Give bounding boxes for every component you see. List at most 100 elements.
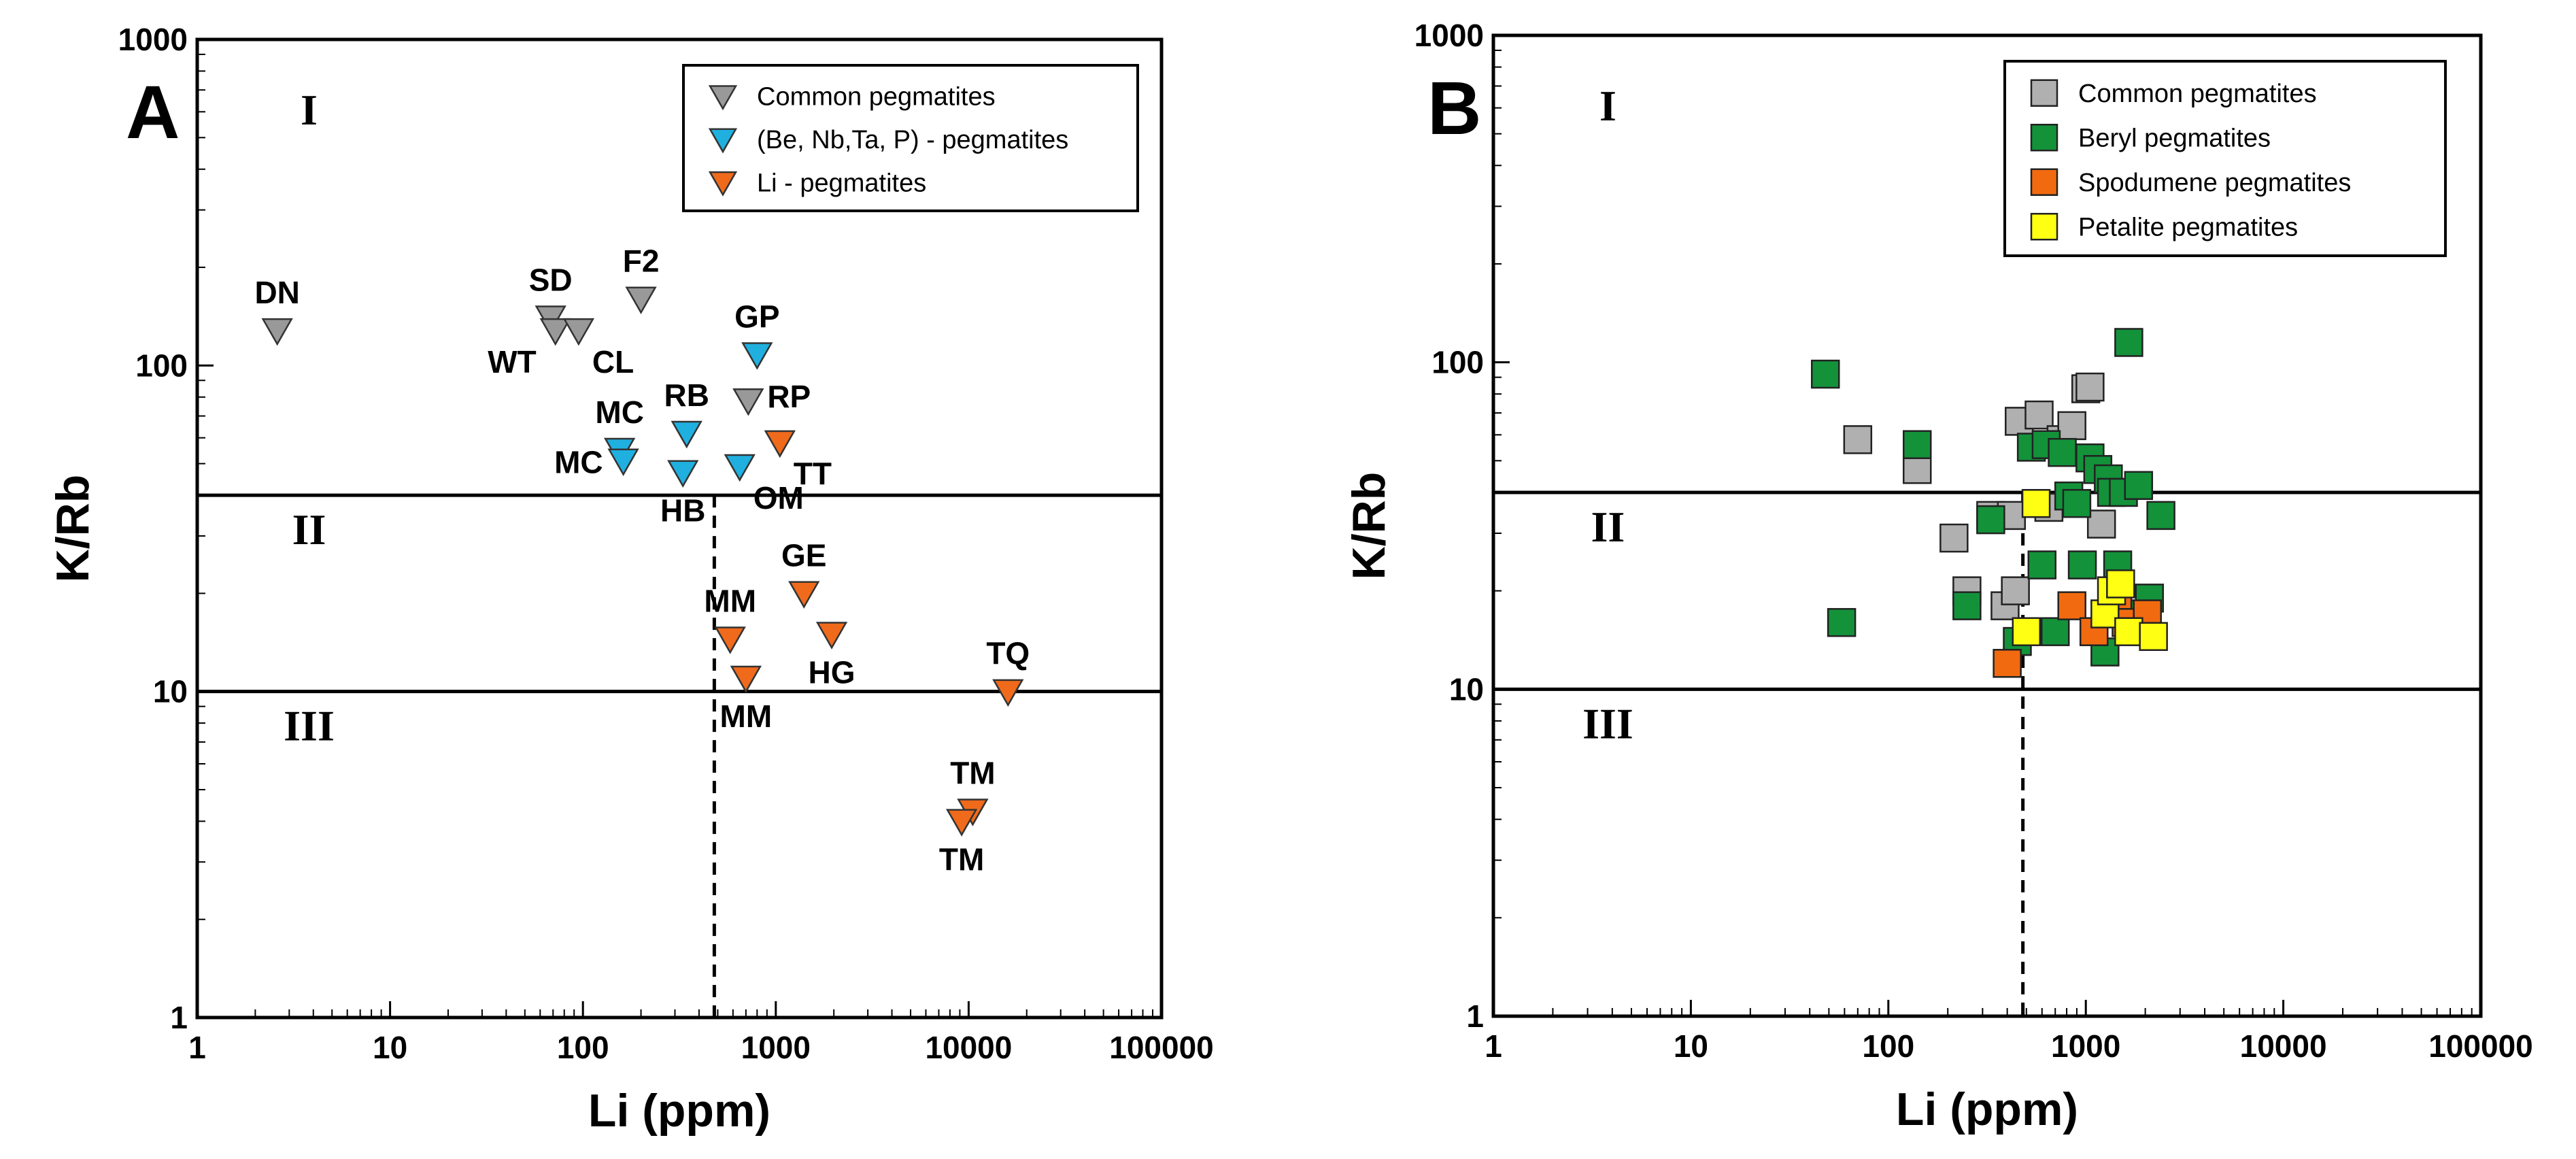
legend-box bbox=[682, 64, 1139, 212]
point-label: WT bbox=[488, 344, 537, 380]
point-petalite bbox=[2106, 569, 2135, 599]
point-label: HG bbox=[809, 654, 855, 690]
point-label: SD bbox=[529, 262, 573, 297]
point-common bbox=[539, 318, 571, 346]
point-common_sq bbox=[1939, 523, 1969, 553]
legend-marker-spodumene bbox=[2030, 168, 2058, 196]
point-label: F2 bbox=[623, 243, 660, 278]
point-label: DN bbox=[254, 275, 299, 310]
point-petalite bbox=[2021, 488, 2051, 518]
legend-marker-common_sq bbox=[2030, 79, 2058, 107]
y-tick-label: 1 bbox=[1466, 998, 1484, 1034]
point-common_sq bbox=[2075, 372, 2105, 402]
y-axis-label: K/Rb bbox=[1343, 472, 1395, 580]
point-rare_metal bbox=[607, 448, 639, 476]
x-axis-label: Li (ppm) bbox=[588, 1085, 770, 1137]
point-beryl bbox=[2062, 488, 2092, 518]
point-label: GP bbox=[734, 299, 779, 334]
legend: Common pegmatites (Be, Nb,Ta, P) - pegmat… bbox=[682, 64, 1139, 212]
point-li bbox=[730, 665, 762, 694]
point-petalite bbox=[2114, 617, 2143, 646]
point-common_sq bbox=[2001, 576, 2030, 605]
legend-marker-beryl bbox=[2030, 124, 2058, 152]
point-common_sq bbox=[1843, 425, 1873, 454]
point-beryl bbox=[2067, 550, 2097, 580]
zone-label-2: II bbox=[1591, 503, 1625, 551]
x-tick-label: 1 bbox=[188, 1030, 206, 1065]
y-tick-label: 100 bbox=[1431, 345, 1484, 380]
zone-label-1: I bbox=[1599, 82, 1616, 130]
panel-b: 1 10 100 1000 10000 1000001101001000IIIIIIBLi… bbox=[1343, 18, 2533, 1135]
point-rare_metal bbox=[724, 454, 756, 482]
point-common bbox=[562, 318, 595, 346]
x-tick-label: 10 bbox=[373, 1030, 407, 1065]
zone-label-1: I bbox=[301, 86, 318, 134]
point-common_sq bbox=[2057, 411, 2086, 441]
point-label: MC bbox=[554, 445, 603, 480]
point-rare_metal bbox=[671, 420, 702, 449]
point-label: HB bbox=[660, 493, 705, 528]
x-tick-label: 100000 bbox=[2428, 1028, 2533, 1064]
x-tick-label: 10000 bbox=[925, 1030, 1012, 1065]
point-beryl bbox=[2114, 328, 2143, 357]
point-petalite bbox=[2012, 617, 2041, 646]
legend-label: Beryl pegmatites bbox=[2078, 124, 2271, 152]
zone-label-2: II bbox=[292, 505, 326, 554]
legend-label: Spodumene pegmatites bbox=[2078, 169, 2351, 197]
point-common bbox=[625, 286, 657, 314]
point-label: MM bbox=[720, 699, 773, 734]
point-common bbox=[261, 318, 293, 346]
point-label: TM bbox=[939, 841, 984, 877]
point-label: RP bbox=[767, 379, 811, 414]
point-beryl bbox=[2146, 501, 2175, 531]
x-tick-label: 1000 bbox=[741, 1030, 811, 1065]
point-li bbox=[945, 809, 978, 837]
point-common_sq bbox=[2024, 400, 2054, 430]
legend-marker-rare_metal bbox=[708, 128, 738, 154]
plot-frame bbox=[1491, 33, 2483, 1018]
point-li bbox=[788, 581, 820, 609]
zone-label-3: III bbox=[284, 702, 335, 750]
panel-letter: B bbox=[1427, 67, 1481, 150]
y-tick-label: 10 bbox=[1449, 671, 1484, 707]
x-tick-label: 10000 bbox=[2240, 1028, 2327, 1064]
legend-label: Common pegmatites bbox=[2078, 80, 2317, 108]
panel-letter: A bbox=[126, 71, 180, 154]
point-beryl bbox=[2124, 471, 2154, 501]
x-tick-label: 10 bbox=[1674, 1028, 1708, 1064]
point-petalite bbox=[2139, 622, 2168, 652]
point-common_sq bbox=[1902, 455, 1932, 484]
point-label: TT bbox=[794, 456, 832, 492]
point-li bbox=[992, 679, 1024, 707]
x-tick-label: 100000 bbox=[1109, 1030, 1214, 1065]
legend-marker-common bbox=[708, 85, 738, 111]
point-label: GE bbox=[781, 537, 826, 573]
x-tick-label: 1000 bbox=[2051, 1028, 2120, 1064]
point-rare_metal bbox=[741, 342, 773, 370]
legend-label: Common pegmatites bbox=[757, 83, 996, 112]
point-label: TM bbox=[950, 755, 995, 790]
point-label: CL bbox=[592, 344, 634, 380]
legend-label: Petalite pegmatites bbox=[2078, 213, 2298, 241]
point-spodumene bbox=[1993, 649, 2022, 678]
panel-a: 1 10 100 1000 10000 1000001101001000IIIIIIALi… bbox=[47, 22, 1214, 1137]
y-axis-label: K/Rb bbox=[47, 475, 99, 583]
point-label: TQ bbox=[986, 636, 1030, 671]
point-label: MM bbox=[704, 583, 756, 618]
legend-marker-petalite bbox=[2030, 213, 2058, 241]
legend-marker-li bbox=[708, 171, 738, 197]
y-tick-label: 1 bbox=[170, 1000, 188, 1035]
point-li bbox=[714, 626, 746, 654]
point-li bbox=[764, 430, 796, 458]
legend-label: (Be, Nb,Ta, P) - pegmatites bbox=[757, 126, 1068, 154]
point-beryl bbox=[1976, 505, 2005, 535]
point-label: OM bbox=[753, 480, 804, 516]
y-tick-label: 10 bbox=[153, 674, 188, 709]
plot-frame bbox=[195, 37, 1164, 1020]
x-axis-label: Li (ppm) bbox=[1896, 1084, 2078, 1135]
x-tick-label: 100 bbox=[1862, 1028, 1914, 1064]
y-tick-label: 1000 bbox=[118, 22, 188, 57]
zone-label-3: III bbox=[1582, 699, 1633, 748]
point-beryl bbox=[1952, 591, 1982, 620]
